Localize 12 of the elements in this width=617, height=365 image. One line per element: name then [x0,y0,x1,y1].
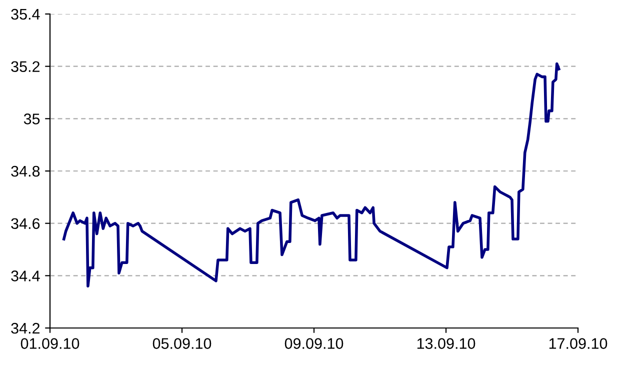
y-tick-label: 35.4 [11,8,40,20]
y-tick-label: 34.4 [11,270,40,282]
y-tick-label: 34.6 [11,218,40,230]
y-tick-label: 35 [24,114,40,124]
y-tick-label: 34.8 [11,166,40,177]
y-tick-label: 35.2 [11,61,40,72]
x-tick-label: 01.09.10 [20,338,80,349]
y-tick-label: 34.2 [11,322,40,334]
x-tick-label: 17.09.10 [549,338,608,349]
x-tick-label: 13.09.10 [417,338,476,349]
x-tick-label: 09.09.10 [284,338,344,349]
x-tick-label: 05.09.10 [152,338,212,349]
